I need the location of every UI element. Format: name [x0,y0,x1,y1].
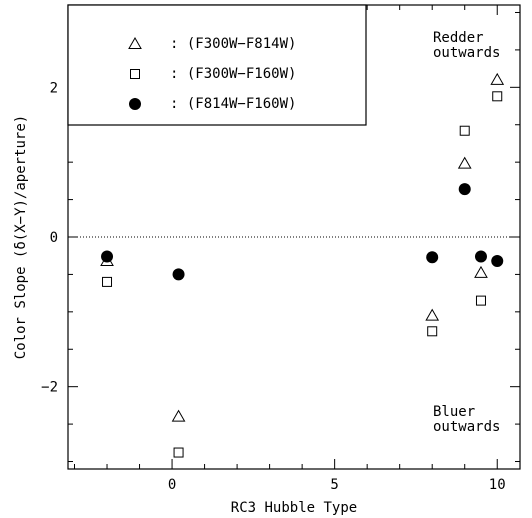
data-point-filled-circle [474,250,487,263]
x-axis-label: RC3 Hubble Type [231,500,357,516]
data-point-open-triangle [490,72,505,85]
data-point-filled-circle [491,254,504,267]
legend: : (F300W−F814W) : (F300W−F160W) : (F814W… [67,4,367,126]
legend-label-f814w-f160w: : (F814W−F160W) [170,96,296,112]
data-point-open-triangle [457,156,472,169]
data-point-open-triangle [171,409,186,422]
y-tick-label: 0 [50,230,58,246]
data-point-filled-circle [426,251,439,264]
data-points [100,72,505,458]
data-point-open-square [427,326,438,337]
legend-marker-filled-circle [129,98,141,110]
data-point-filled-circle [101,250,114,263]
legend-marker-open-square [130,69,140,79]
data-point-open-square [492,91,503,102]
y-tick-label: 2 [50,80,58,96]
annotation-bluer-line-1: Bluer [433,404,475,420]
annotation-redder-line-1: Redder [433,30,484,46]
annotation-bluer-line-2: outwards [433,419,500,435]
axis-tick-labels: 0 5 10 −2 0 2 [41,80,506,493]
x-tick-label: 5 [330,477,338,493]
legend-label-f300w-f160w: : (F300W−F160W) [170,66,296,82]
legend-marker-open-triangle [128,36,142,49]
y-tick-label: −2 [41,380,58,396]
data-point-open-triangle [474,265,488,278]
legend-box [67,4,367,126]
data-point-open-square [475,295,486,306]
x-tick-label: 10 [489,477,506,493]
annotation-redder-line-2: outwards [433,45,500,61]
y-axis-label: Color Slope (δ(X−Y)/aperture) [13,115,29,359]
data-point-filled-circle [458,183,471,196]
x-tick-label: 0 [168,477,176,493]
data-point-open-square [102,276,113,287]
legend-markers [128,36,142,110]
legend-label-f300w-f814w: : (F300W−F814W) [170,36,296,52]
data-point-open-square [459,125,470,136]
data-point-open-triangle [425,308,440,321]
data-point-filled-circle [172,268,185,281]
data-point-open-square [173,447,184,458]
